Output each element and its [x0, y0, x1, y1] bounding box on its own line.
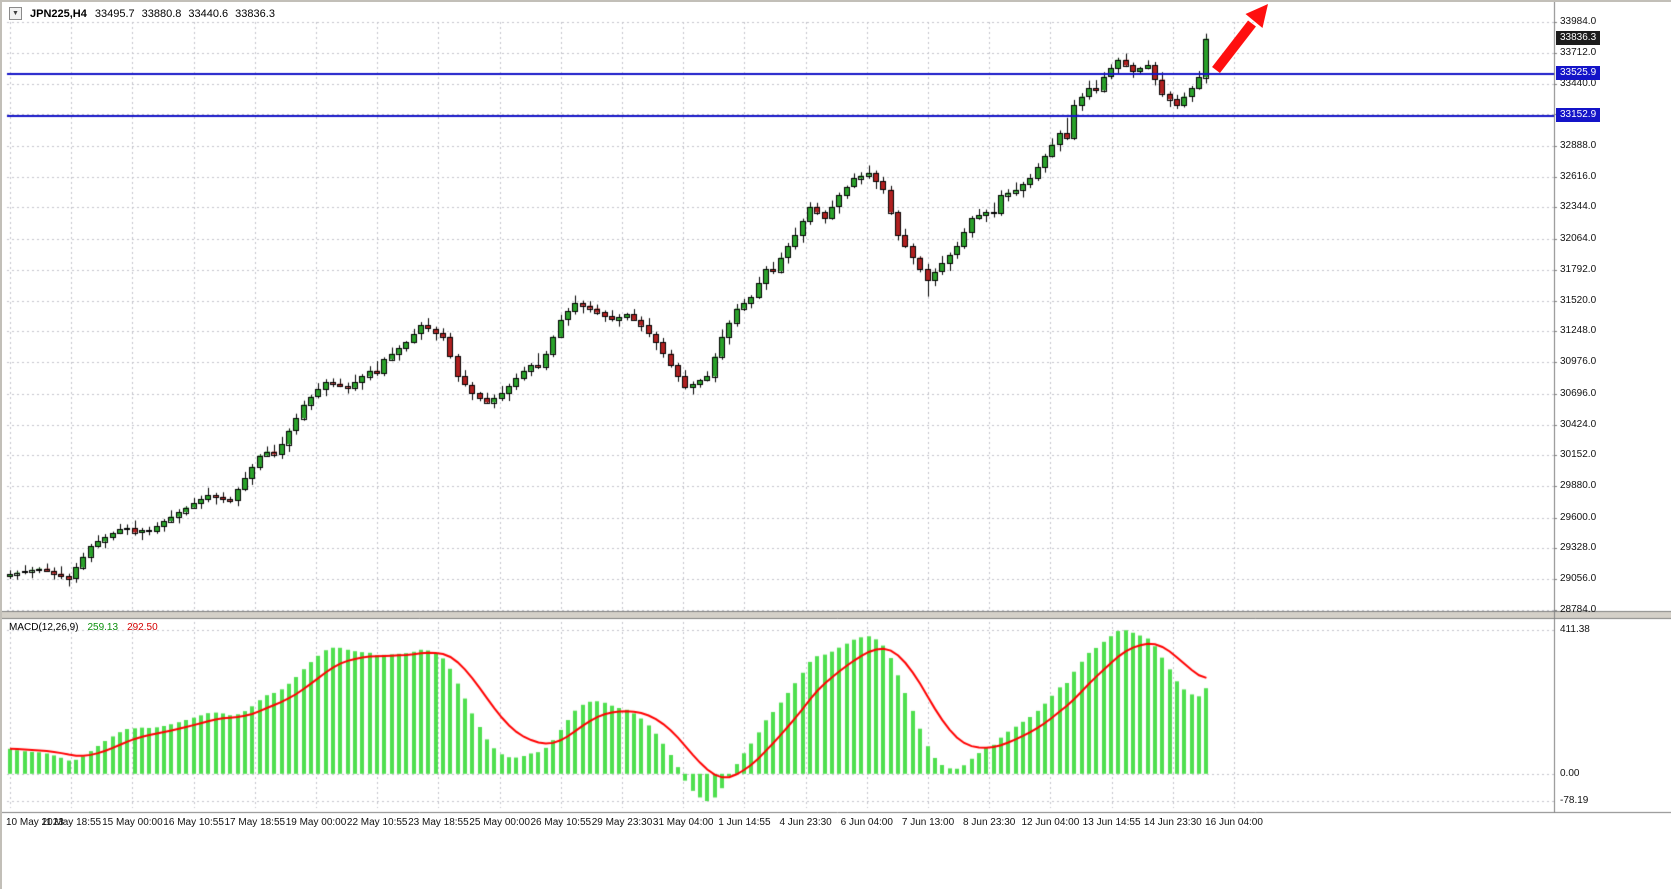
time-axis-label: 31 May 04:00 — [652, 817, 714, 828]
price-tick-label: 30152.0 — [1560, 449, 1597, 461]
time-axis-label: 26 May 10:55 — [530, 817, 592, 828]
price-tick-label: 29600.0 — [1560, 511, 1597, 523]
price-axis[interactable]: 33984.033712.033440.033168.032888.032616… — [1556, 2, 1671, 814]
symbol-info-bar: ▼ JPN225,H4 33495.7 33880.8 33440.6 3383… — [9, 7, 275, 20]
macd-axis-label: -78.19 — [1560, 795, 1589, 807]
time-axis-label: 29 May 23:30 — [591, 817, 653, 828]
time-axis-label: 16 Jun 04:00 — [1205, 817, 1263, 828]
price-tick-label: 29880.0 — [1560, 480, 1597, 492]
price-tick-label: 29056.0 — [1560, 573, 1597, 585]
price-tick-label: 31792.0 — [1560, 263, 1597, 275]
time-axis-label: 8 Jun 23:30 — [963, 817, 1016, 828]
price-tick-label: 32344.0 — [1560, 201, 1597, 213]
time-axis-label: 17 May 18:55 — [224, 817, 286, 828]
resistance-price-badge: 33525.9 — [1556, 65, 1601, 80]
macd-signal-value: 292.50 — [127, 622, 158, 633]
price-tick-label: 32064.0 — [1560, 233, 1597, 245]
price-tick-label: 33440.0 — [1560, 77, 1597, 89]
ohlc-open-value: 33495.7 — [94, 7, 135, 20]
arrow-shaft — [1212, 20, 1256, 74]
price-tick-label: 31520.0 — [1560, 294, 1597, 306]
time-axis-label: 1 Jun 14:55 — [718, 817, 771, 828]
time-axis-label: 7 Jun 13:00 — [901, 817, 955, 828]
macd-indicator-label: MACD(12,26,9) 259.13 292.50 — [9, 622, 158, 633]
price-tick-label: 30696.0 — [1560, 387, 1597, 399]
one-click-trading-toggle[interactable]: ▼ — [9, 7, 22, 20]
chevron-down-icon: ▼ — [12, 10, 19, 17]
time-axis-label: 16 May 10:55 — [163, 817, 224, 828]
macd-axis-label: 0.00 — [1560, 767, 1580, 779]
ohlc-low-value: 33440.6 — [188, 7, 229, 20]
price-tick-label: 29328.0 — [1560, 542, 1597, 554]
time-axis-label: 25 May 00:00 — [469, 817, 530, 828]
macd-axis-label: 411.38 — [1560, 624, 1590, 636]
macd-main-value: 259.13 — [87, 622, 119, 633]
time-axis-label: 4 Jun 23:30 — [779, 817, 832, 828]
time-axis-label: 22 May 10:55 — [346, 817, 408, 828]
time-axis-label: 10 May 2023 — [6, 817, 64, 828]
ohlc-close-value: 33836.3 — [235, 7, 275, 20]
time-axis[interactable]: 10 May 2023 11 May 18:55 15 May 00:00 16 Ma… — [2, 817, 1555, 833]
macd-label: MACD(12,26,9) — [9, 622, 79, 633]
price-tick-label: 31248.0 — [1560, 325, 1597, 337]
support-price-badge: 33152.9 — [1556, 107, 1601, 122]
price-tick-label: 32616.0 — [1560, 170, 1597, 182]
arrow-head — [1245, 4, 1268, 28]
symbol-timeframe-label: JPN225,H4 — [30, 7, 87, 20]
ohlc-values: 33495.7 33880.8 33440.6 33836.3 — [95, 8, 275, 20]
price-tick-label: 32888.0 — [1560, 139, 1597, 151]
current-price-badge: 33836.3 — [1556, 30, 1601, 45]
buy-signal-arrow[interactable] — [1192, 2, 1287, 84]
time-axis-label: 23 May 18:55 — [408, 817, 469, 828]
time-axis-label: 12 Jun 04:00 — [1021, 817, 1080, 828]
time-axis-label: 6 Jun 04:00 — [840, 817, 893, 828]
time-axis-label: 13 Jun 14:55 — [1082, 817, 1141, 828]
price-tick-label: 33712.0 — [1560, 46, 1597, 58]
price-tick-label: 28784.0 — [1560, 604, 1597, 615]
time-axis-label: 14 Jun 23:30 — [1143, 817, 1202, 828]
price-tick-label: 33984.0 — [1560, 16, 1597, 27]
price-tick-label: 30976.0 — [1560, 356, 1597, 368]
time-axis-label: 19 May 00:00 — [285, 817, 347, 828]
ohlc-high-value: 33880.8 — [141, 7, 182, 20]
price-tick-label: 30424.0 — [1560, 418, 1597, 430]
time-axis-label: 15 May 00:00 — [102, 817, 163, 828]
time-axis-label: 11 May 18:55 — [41, 817, 102, 828]
